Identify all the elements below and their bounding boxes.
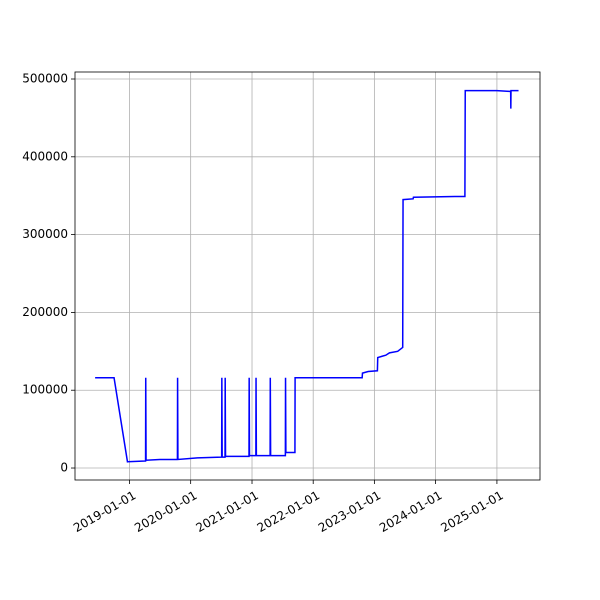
x-tick-label: 2022-01-01: [255, 488, 322, 535]
x-tick-label: 2020-01-01: [132, 488, 199, 535]
y-tick-label: 200000: [22, 305, 68, 319]
y-tick-label: 400000: [22, 149, 68, 163]
x-tick-label: 2019-01-01: [71, 488, 138, 535]
x-tick-label: 2024-01-01: [377, 488, 444, 535]
y-tick-label: 300000: [22, 227, 68, 241]
data-line: [95, 89, 519, 463]
y-tick-label: 100000: [22, 383, 68, 397]
x-tick-label: 2021-01-01: [194, 488, 261, 535]
x-tick-label: 2023-01-01: [316, 488, 383, 535]
plot-frame: [74, 71, 541, 481]
x-tick-label: 2025-01-01: [438, 488, 505, 535]
y-tick-label: 500000: [22, 72, 68, 86]
y-tick-label: 0: [60, 461, 68, 475]
